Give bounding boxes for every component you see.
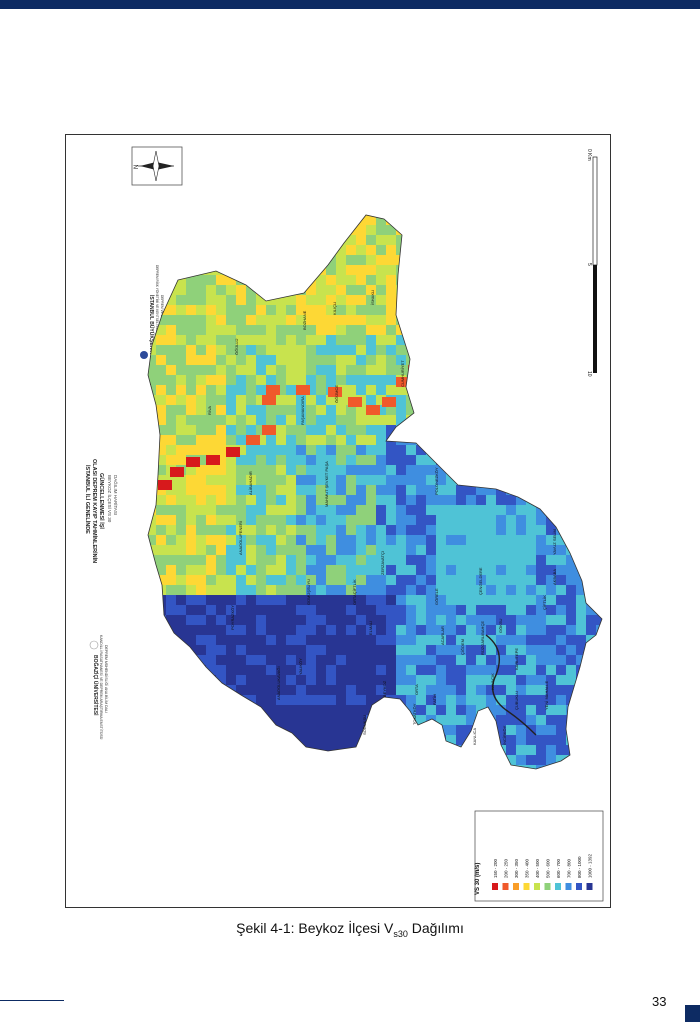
map-title-line-1: İSTANBUL İLİ GENELİNDE bbox=[84, 465, 91, 534]
district-label: GÖKSU bbox=[498, 618, 503, 633]
district-label: ÇUBUKLU bbox=[514, 691, 519, 710]
legend-swatch bbox=[586, 883, 593, 890]
district-label: KILIÇLI bbox=[332, 302, 337, 315]
district-label: KAVACIK bbox=[490, 673, 495, 690]
legend-swatch bbox=[544, 883, 551, 890]
org-right-line-1: İSTANBUL BÜYÜKŞEHİR BELEDİYESİ bbox=[148, 295, 155, 386]
ibb-logo-icon bbox=[140, 351, 148, 359]
district-label: ÇENGELDERE bbox=[478, 567, 483, 595]
district-label: FATİH bbox=[432, 694, 437, 705]
district-label: ÇİFTLİK bbox=[542, 595, 547, 610]
header-band bbox=[0, 0, 700, 9]
district-label: BOZHANE bbox=[302, 310, 307, 330]
org-left-block: BOĞAZİÇİ ÜNİVERSİTESİ KANDİLLİ RASATHANE… bbox=[89, 635, 109, 740]
district-label: POLONEZKÖY bbox=[434, 467, 439, 495]
district-label: ACARLAR bbox=[440, 626, 445, 645]
legend-label: 700 - 800 bbox=[567, 858, 572, 878]
district-label: YAVUZ SELİM bbox=[552, 529, 557, 555]
district-label: ZERZAVATÇI bbox=[380, 551, 385, 575]
district-label: YALIKÖY bbox=[298, 658, 303, 675]
bosphorus-coast bbox=[485, 634, 537, 736]
legend-swatch bbox=[565, 883, 572, 890]
figure-caption: Şekil 4-1: Beykoz İlçesi Vs30 Dağılımı bbox=[0, 920, 700, 939]
scale-label-10: 10 bbox=[586, 371, 592, 377]
org-left-line-3: DEPREM MÜHENDİSLİĞİ ANA BİLİM DALI bbox=[104, 645, 109, 713]
caption-suffix: Dağılımı bbox=[407, 920, 464, 936]
legend-swatch bbox=[576, 883, 582, 890]
legend-label: 500 - 600 bbox=[546, 858, 551, 878]
district-label: RÜZGARLIBAHÇE bbox=[480, 621, 485, 655]
legend-swatch bbox=[513, 883, 519, 890]
district-label: ÖĞÜLLÜ bbox=[234, 338, 239, 355]
page-number: 33 bbox=[652, 994, 667, 1009]
vs30-map: N 0 Km 5 10 İSTANBUL İLİ GENELİNDE OLASI… bbox=[66, 135, 610, 907]
district-label: GÜMÜŞSUYU bbox=[306, 579, 311, 605]
district-label: ÖĞÜMCE bbox=[334, 385, 339, 403]
legend-swatch bbox=[492, 883, 498, 890]
north-arrow: N bbox=[131, 146, 183, 186]
district-label: RİVA bbox=[207, 406, 212, 415]
district-label: BEYKOZ bbox=[382, 680, 387, 697]
district-label: AKBABA bbox=[552, 569, 557, 585]
district-label: POYRAZKÖY bbox=[230, 605, 235, 630]
legend-label: 150 - 200 bbox=[493, 858, 498, 878]
caption-prefix: Şekil 4-1: Beykoz İlçesi V bbox=[236, 920, 394, 936]
district-label: ÇİĞDEM bbox=[460, 639, 465, 655]
district-label: ELMALI bbox=[368, 621, 373, 635]
district-label: İNCİRKÖY bbox=[502, 725, 507, 745]
kandilli-logo-icon bbox=[89, 640, 99, 650]
district-label: KARLITEPE bbox=[514, 648, 519, 670]
legend-swatch bbox=[523, 883, 530, 890]
legend-swatch bbox=[555, 883, 561, 890]
map-subtitle-line-2: DAĞILIM HARİTASI bbox=[113, 475, 119, 515]
scale-bar: 0 Km 5 10 bbox=[586, 149, 598, 377]
district-label: ANADOLUKAVAĞI bbox=[276, 666, 281, 700]
north-label: N bbox=[134, 165, 140, 169]
district-label: TOKATKÖY bbox=[412, 703, 417, 725]
legend-label: 400 - 500 bbox=[535, 858, 540, 878]
district-label: YENİ MAHALLE bbox=[544, 681, 549, 710]
org-right-line-2: DEPREM RİSK YÖNETİMİ VE KENTSEL İYİLEŞTİ… bbox=[155, 265, 160, 375]
map-figure: N 0 Km 5 10 İSTANBUL İLİ GENELİNDE OLASI… bbox=[65, 134, 611, 908]
district-label: PAŞAMANDIRA bbox=[300, 396, 305, 425]
map-title-line-2: OLASI DEPREM KAYIP TAHMİNLERİNİN bbox=[91, 459, 98, 563]
district-label: ANADOLUFENERİ bbox=[238, 521, 243, 555]
legend-label: 300 - 350 bbox=[514, 858, 519, 878]
district-labels: RİVA ÖĞÜLLÜ BOZHANE KILIÇLI İSHAKLI ÖĞÜMCE CUM… bbox=[207, 290, 557, 745]
map-title-block: İSTANBUL İLİ GENELİNDE OLASI DEPREM KAYI… bbox=[84, 459, 119, 563]
caption-subscript: s30 bbox=[393, 928, 408, 939]
map-title-line-3: GÜNCELLENMESİ İŞİ bbox=[98, 473, 105, 529]
district-label: ORTAÇİFTLİK bbox=[352, 579, 357, 605]
scale-label-5: 5 bbox=[586, 263, 592, 266]
legend-label: 200 - 250 bbox=[504, 858, 509, 878]
org-left-line-2: KANDİLLİ RASATHANESİ VE DEPREM ARAŞTIRMA… bbox=[99, 635, 104, 740]
legend-label: 350 - 400 bbox=[525, 858, 530, 878]
legend-label: 600 - 700 bbox=[556, 858, 561, 878]
district-label: ALİBAHADIR bbox=[248, 471, 253, 495]
district-label: GÖRELE bbox=[434, 588, 439, 605]
legend: VS 30 (m/s) 150 - 200 200 - 250 300 - 350 3… bbox=[474, 810, 604, 902]
legend-swatch bbox=[534, 883, 540, 890]
district-label: MAHMUT ŞEVKET PAŞA bbox=[324, 461, 329, 507]
district-label: CUMHURİYET bbox=[400, 360, 405, 387]
district-label: İSHAKLI bbox=[370, 290, 375, 305]
district-label: SOĞUKSU bbox=[362, 715, 367, 735]
footer-corner-block bbox=[685, 1005, 700, 1022]
map-subtitle-line-1: BEYKOZ İLÇESİ VS 30 bbox=[107, 475, 113, 523]
org-left-line-1: BOĞAZİÇİ ÜNİVERSİTESİ bbox=[92, 655, 100, 716]
scale-label-0: 0 Km bbox=[586, 149, 592, 161]
legend-title: VS 30 (m/s) bbox=[475, 863, 481, 895]
footer-rule bbox=[0, 1000, 64, 1001]
district-label: KANLICA bbox=[472, 728, 477, 745]
legend-label: 800 - 1000 bbox=[577, 856, 582, 878]
legend-label: 1000 - 1392 bbox=[588, 853, 593, 878]
district-label: ORTA bbox=[414, 684, 419, 695]
legend-swatch bbox=[502, 883, 509, 890]
